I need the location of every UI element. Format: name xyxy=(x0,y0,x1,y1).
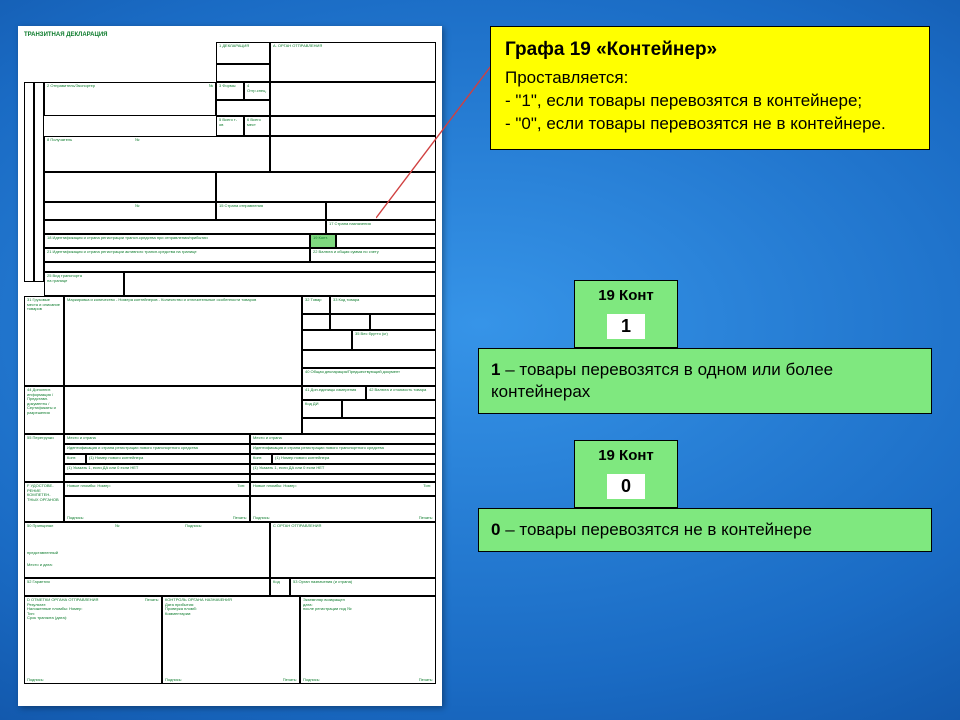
cell-4: 4 Отгр.спец. xyxy=(244,82,270,100)
cell-21: 21 Идентификация и страна регистрации ак… xyxy=(44,248,310,262)
cell-36 xyxy=(302,350,436,368)
cell-16 xyxy=(44,220,326,234)
cell-33c xyxy=(370,314,436,330)
cell-8: 8 Получатель№ xyxy=(44,136,270,172)
slide: ТРАНЗИТНАЯ ДЕКЛАРАЦИЯ А. ОРГАН ОТПРАВЛЕН… xyxy=(0,0,960,720)
cell-55c4: (1) Номер нового контейнера xyxy=(272,454,436,464)
cell-55a: Место и страна xyxy=(64,434,250,444)
option1-value: 1 xyxy=(607,314,645,339)
cell-d: D ОТМЕТКИ ОРГАНА ОТПРАВЛЕНИЯПечать: Резу… xyxy=(24,596,162,684)
callout-line3: - "0", если товары перевозятся не в конт… xyxy=(505,113,915,136)
cell-f2: Подпись:Печать: xyxy=(64,496,250,522)
option0-desc: 0 – товары перевозятся не в контейнере xyxy=(478,508,932,552)
cell-31l: 31 Грузовые места и описание товаров xyxy=(24,296,64,386)
cell-44l: 44 Дополнит. информация / Представл. док… xyxy=(24,386,64,434)
callout-box: Графа 19 «Контейнер» Проставляется: - "1… xyxy=(490,26,930,150)
cell-7 xyxy=(270,116,436,136)
cell-a: А. ОРГАН ОТПРАВЛЕНИЯ xyxy=(270,42,436,82)
cell-55d2: (1) Указать 1, если ДА или 0 если НЕТ xyxy=(250,464,436,474)
cell-41: 41 Доп.единицы измерения xyxy=(302,386,366,400)
cell-55b: Идентификация и страна регистрации новог… xyxy=(64,444,250,454)
callout-title: Графа 19 «Контейнер» xyxy=(505,37,915,63)
left-col-2 xyxy=(34,82,44,282)
option0-text: – товары перевозятся не в контейнере xyxy=(500,520,811,539)
left-col-1 xyxy=(24,82,34,282)
cell-kontr: КОНТРОЛЬ ОРГАНА НАЗНАЧЕНИЯ Дата прибытия… xyxy=(162,596,300,684)
cell-23 xyxy=(44,262,436,272)
cell-a2 xyxy=(270,82,436,116)
cell-55c2: (1) Номер нового контейнера xyxy=(86,454,250,464)
cell-mid2 xyxy=(216,172,436,202)
cell-ekz: Экземпляр возвращен дата: после регистра… xyxy=(300,596,436,684)
cell-14: № xyxy=(44,202,216,220)
cell-44 xyxy=(64,386,302,434)
option1-tag: 19 Конт 1 xyxy=(574,280,678,348)
declaration-form: ТРАНЗИТНАЯ ДЕКЛАРАЦИЯ А. ОРГАН ОТПРАВЛЕН… xyxy=(18,26,442,706)
cell-55c1: Конт. xyxy=(64,454,86,464)
option0-label: 19 Конт xyxy=(575,447,677,464)
cell-55b2: Идентификация и страна регистрации новог… xyxy=(250,444,436,454)
cell-1: 1 ДЕКЛАРАЦИЯ xyxy=(216,42,270,64)
cell-f1b: Новые пломбы: Номер:Тип: xyxy=(250,482,436,496)
cell-53: 53 Орган назначения (и страна) xyxy=(290,578,436,596)
cell-40: 40 Общая декларация/Предшествующий докум… xyxy=(302,368,436,386)
cell-35: 35 Вес брутто (кг) xyxy=(352,330,436,350)
cell-5: 5 Всего т-ов xyxy=(216,116,244,136)
cell-f2b: Подпись:Печать: xyxy=(250,496,436,522)
form-title: ТРАНЗИТНАЯ ДЕКЛАРАЦИЯ xyxy=(24,32,107,39)
cell-45 xyxy=(302,418,436,434)
cell-3: 3 Формы xyxy=(216,82,244,100)
cell-1b xyxy=(216,64,270,82)
cell-17: 17 Страна назначения xyxy=(326,220,436,234)
cell-25: 25 Вид транспортана границе xyxy=(44,272,124,296)
cell-22: 22 Валюта и общая сумма по счету xyxy=(310,248,436,262)
cell-2: 2 Отправитель/Экспортер№ xyxy=(44,82,216,116)
cell-c: С ОРГАН ОТПРАВЛЕНИЯ xyxy=(270,522,436,578)
cell-fl: F УДОСТОВЕ-РЕНИЕ КОМПЕТЕН-ТНЫХ ОРГАНОВ xyxy=(24,482,64,522)
cell-55a2: Место и страна xyxy=(250,434,436,444)
option1-label: 19 Конт xyxy=(575,287,677,304)
cell-55d: (1) Указать 1, если ДА или 0 если НЕТ xyxy=(64,464,250,474)
cell-34 xyxy=(302,330,352,350)
cell-55e2 xyxy=(250,474,436,482)
cell-55c3: Конт. xyxy=(250,454,272,464)
cell-55l: 55 Перегрузки xyxy=(24,434,64,482)
option1-text: – товары перевозятся в одном или более к… xyxy=(491,360,833,401)
cell-52: 52 Гарантия xyxy=(24,578,270,596)
cell-15b xyxy=(326,202,436,220)
cell-33b xyxy=(330,314,370,330)
cell-kod-di: Код ДИ xyxy=(302,400,342,418)
cell-31: Маркировка и количество - Номера контейн… xyxy=(64,296,302,386)
callout-line2: - "1", если товары перевозятся в контейн… xyxy=(505,90,915,113)
cell-34b xyxy=(216,100,270,116)
cell-50: 50 Принципал№Подпись: представленный Мес… xyxy=(24,522,270,578)
cell-f1: Новые пломбы: Номер:Тип: xyxy=(64,482,250,496)
cell-42: 42 Валюта и стоимость товара xyxy=(366,386,436,400)
option0-value: 0 xyxy=(607,474,645,499)
cell-52c: Код xyxy=(270,578,290,596)
cell-9 xyxy=(270,136,436,172)
cell-33: 33 Код товара xyxy=(330,296,436,314)
cell-32: 32 Товар xyxy=(302,296,330,314)
cell-mid1 xyxy=(44,172,216,202)
cell-26 xyxy=(124,272,436,296)
cell-20 xyxy=(336,234,436,248)
cell-18: 18 Идентификация и страна регистрации тр… xyxy=(44,234,310,248)
cell-55e xyxy=(64,474,250,482)
option1-desc: 1 – товары перевозятся в одном или более… xyxy=(478,348,932,414)
option0-tag: 19 Конт 0 xyxy=(574,440,678,508)
cell-32b xyxy=(302,314,330,330)
cell-6: 6 Всего мест xyxy=(244,116,270,136)
cell-15: 15 Страна отправления xyxy=(216,202,326,220)
callout-line1: Проставляется: xyxy=(505,67,915,90)
cell-kod-di2 xyxy=(342,400,436,418)
cell-19-highlight: 19 Конт. xyxy=(310,234,336,248)
